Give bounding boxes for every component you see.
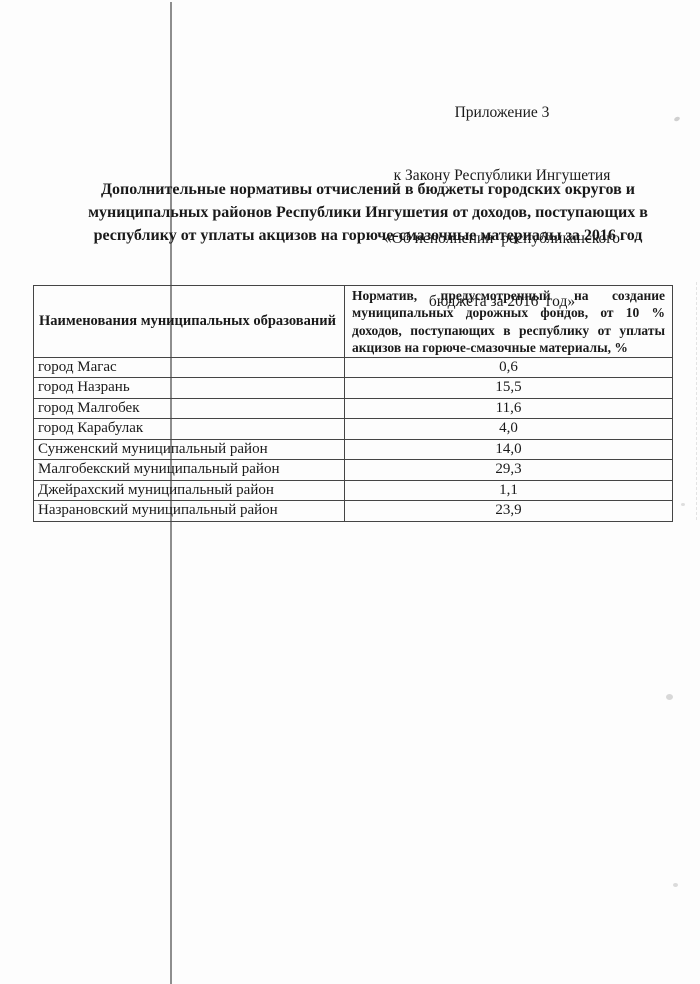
municipality-name-cell: город Назрань	[33, 377, 345, 399]
municipality-name-cell: город Малгобек	[33, 397, 345, 420]
municipality-name-cell: город Магас	[33, 356, 345, 379]
table-header-row: Наименования муниципальных образований Н…	[33, 285, 673, 358]
column-header-norm: Норматив, предусмотренный на создание му…	[344, 285, 673, 358]
norm-header-line: Норматив, предусмотренный на создание	[352, 288, 665, 303]
table-row: город Малгобек 11,6	[33, 397, 673, 420]
norm-header-line: доходов, поступающих в республику от упл…	[352, 322, 665, 338]
appendix-line: к Закону Республики Ингушетия	[393, 167, 611, 184]
title-line: республику от уплаты акцизов на горюче-с…	[93, 227, 643, 244]
table-row: Назрановский муниципальный район 23,9	[33, 500, 673, 522]
municipality-name-cell: город Карабулак	[33, 418, 345, 440]
norm-value-cell: 29,3	[344, 459, 673, 481]
scan-margin-smudge	[696, 282, 697, 520]
appendix-line: Приложение 3	[454, 104, 550, 121]
table-row: Сунженский муниципальный район 14,0	[33, 438, 673, 461]
title-line: Дополнительные нормативы отчислений в бю…	[101, 181, 635, 198]
appendix-line: «Об исполнении республиканского	[383, 230, 621, 247]
norm-value-cell: 23,9	[344, 500, 673, 522]
table-row: Джейрахский муниципальный район 1,1	[33, 479, 673, 502]
norm-value-cell: 14,0	[344, 438, 673, 461]
norm-value-cell: 11,6	[344, 397, 673, 420]
title-line: муниципальных районов Республики Ингушет…	[88, 204, 648, 221]
norm-value-cell: 4,0	[344, 418, 673, 440]
norm-value-cell: 15,5	[344, 377, 673, 399]
column-header-municipalities: Наименования муниципальных образований	[33, 285, 345, 358]
table-row: город Карабулак 4,0	[33, 418, 673, 440]
norm-value-cell: 1,1	[344, 479, 673, 502]
municipality-name-cell: Джейрахский муниципальный район	[33, 479, 345, 502]
municipality-name-cell: Сунженский муниципальный район	[33, 438, 345, 461]
norm-value-cell: 0,6	[344, 356, 673, 379]
table-row: Малгобекский муниципальный район 29,3	[33, 459, 673, 481]
document-title: Дополнительные нормативы отчислений в бю…	[36, 178, 700, 247]
norm-header-line: муниципальных дорожных фондов, от 10 %	[352, 305, 665, 321]
table-row: город Магас 0,6	[33, 356, 673, 379]
norms-table: Наименования муниципальных образований Н…	[33, 285, 673, 522]
scan-noise-speck	[666, 694, 673, 700]
scan-noise-speck	[673, 883, 678, 887]
scan-noise-speck	[681, 503, 685, 506]
municipality-name-cell: Назрановский муниципальный район	[33, 500, 345, 522]
municipality-name-cell: Малгобекский муниципальный район	[33, 459, 345, 481]
table-row: город Назрань 15,5	[33, 377, 673, 399]
norm-header-line: акцизов на горюче-смазочные материалы, %	[352, 340, 628, 356]
